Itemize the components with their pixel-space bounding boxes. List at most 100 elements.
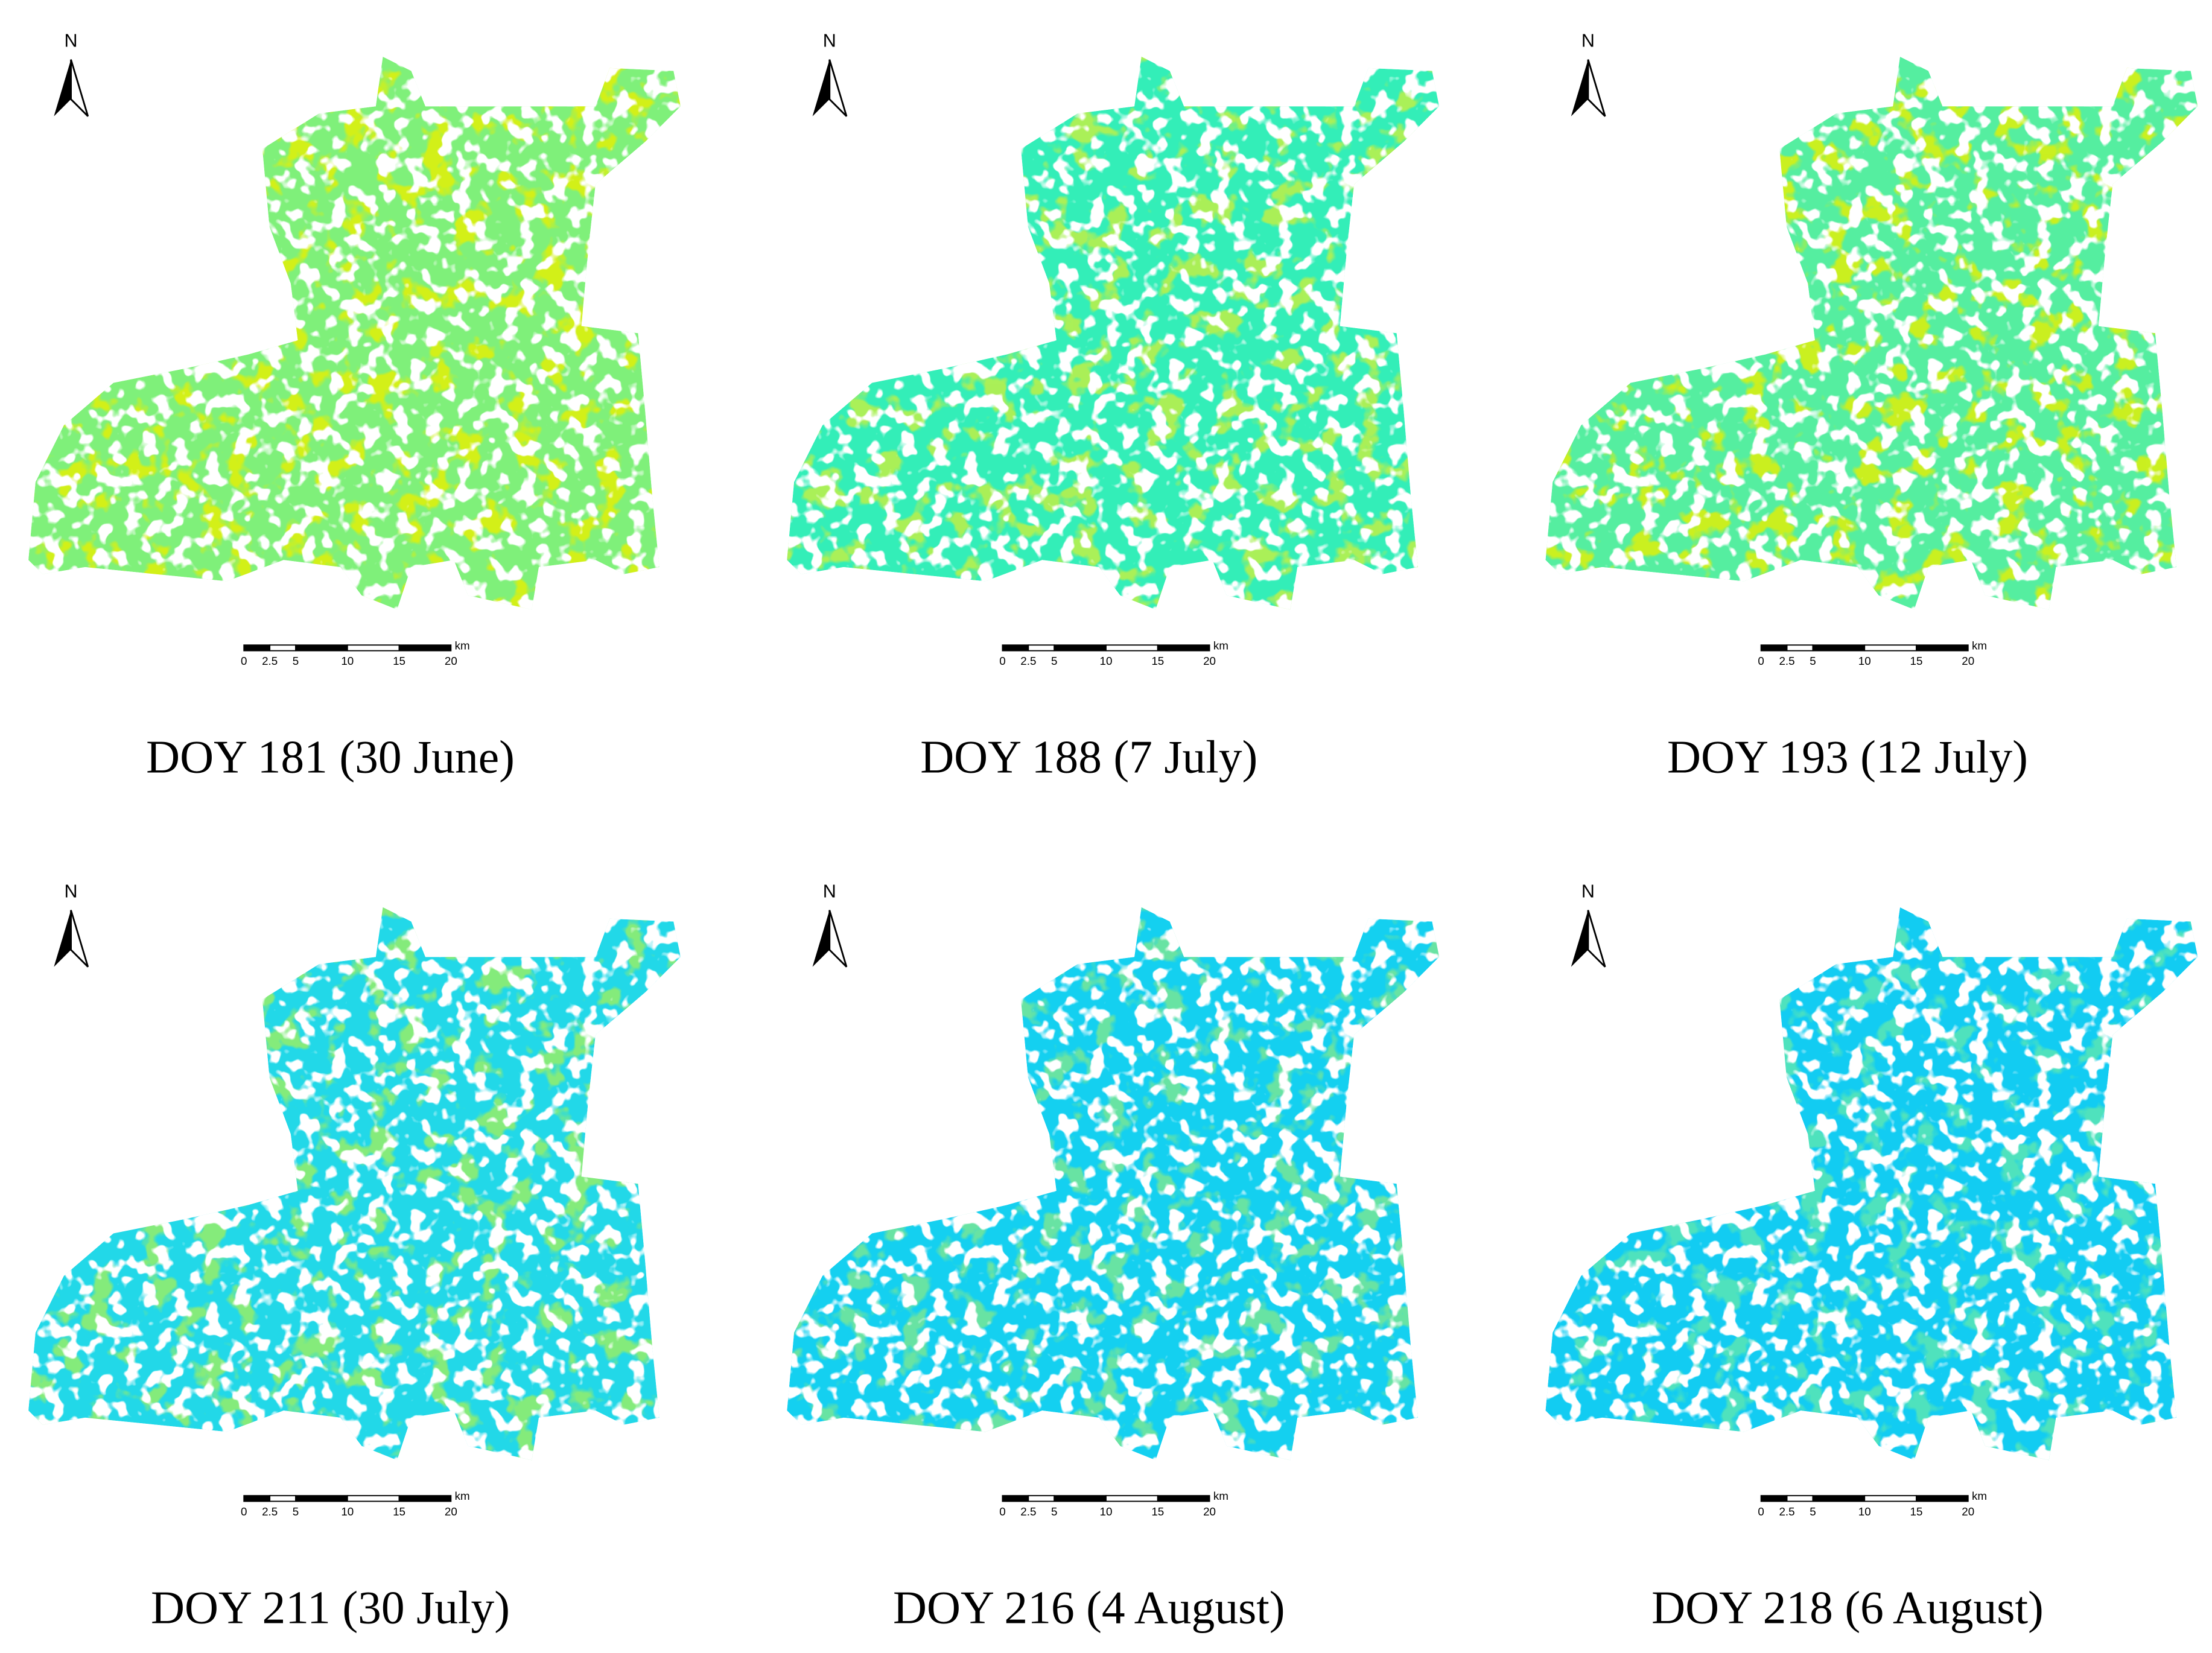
scale-segment xyxy=(1812,1495,1866,1502)
scale-label: 20 xyxy=(1203,655,1216,667)
scale-label: 0 xyxy=(241,655,247,667)
scale-unit: km xyxy=(455,639,470,652)
scale-segment xyxy=(1786,644,1814,652)
scale-unit: km xyxy=(1972,639,1987,652)
scale-label: 0 xyxy=(241,1505,247,1518)
scale-segment xyxy=(1028,1495,1055,1502)
scale-segment xyxy=(1105,644,1158,652)
north-label: N xyxy=(823,31,836,51)
scale-label: 10 xyxy=(341,1505,354,1518)
map-gaps xyxy=(1545,56,2198,610)
scale-segment xyxy=(1786,1495,1814,1502)
north-arrow xyxy=(812,910,830,967)
map xyxy=(28,56,681,610)
map xyxy=(1545,907,2198,1461)
scale-segment xyxy=(295,644,348,652)
scale-segment xyxy=(1002,644,1029,652)
scale-label: 2.5 xyxy=(1020,1505,1036,1518)
north-label: N xyxy=(65,881,78,901)
scale-label: 10 xyxy=(1100,1505,1113,1518)
scale-segment xyxy=(269,1495,296,1502)
scale-label: 15 xyxy=(1151,1505,1164,1518)
scale-segment xyxy=(346,1495,400,1502)
panel-label: DOY 218 (6 August) xyxy=(1651,1582,2044,1634)
map-panel: N 0 2.5 5 10 15 20 km DOY 211 (30 July) xyxy=(28,881,681,1634)
scale-label: 15 xyxy=(1910,1505,1923,1518)
scale-label: 10 xyxy=(1100,655,1113,667)
panel-label: DOY 216 (4 August) xyxy=(893,1582,1285,1634)
scale-label: 20 xyxy=(1962,655,1974,667)
scale-label: 0 xyxy=(1758,1505,1764,1518)
scale-label: 5 xyxy=(1810,655,1816,667)
panel-label: DOY 188 (7 July) xyxy=(920,731,1257,783)
north-label: N xyxy=(823,881,836,901)
scale-unit: km xyxy=(1213,1490,1228,1502)
scale-segment xyxy=(346,644,400,652)
map-gaps xyxy=(1545,907,2198,1461)
map xyxy=(787,907,1440,1461)
scale-unit: km xyxy=(1213,639,1228,652)
scale-label: 2.5 xyxy=(1020,655,1036,667)
scale-label: 15 xyxy=(393,1505,405,1518)
scale-label: 5 xyxy=(1051,655,1057,667)
scale-segment xyxy=(1028,644,1055,652)
scale-label: 10 xyxy=(1858,655,1871,667)
north-arrow xyxy=(828,910,848,968)
map-gaps xyxy=(28,56,681,610)
north-arrow xyxy=(54,910,71,967)
north-arrow xyxy=(1571,910,1588,967)
scale-segment xyxy=(1864,1495,1917,1502)
scale-segment xyxy=(243,1495,271,1502)
map xyxy=(1545,56,2198,610)
map-gaps xyxy=(787,907,1440,1461)
scale-label: 0 xyxy=(999,655,1005,667)
north-label: N xyxy=(65,31,78,51)
scale-label: 0 xyxy=(1758,655,1764,667)
map-panel: N 0 2.5 5 10 15 20 km DOY 188 (7 July) xyxy=(787,31,1440,783)
north-arrow xyxy=(1587,910,1606,968)
scale-segment xyxy=(1002,1495,1029,1502)
scale-segment xyxy=(1760,1495,1788,1502)
north-arrow xyxy=(828,59,848,117)
scale-segment xyxy=(1105,1495,1158,1502)
scale-segment xyxy=(1916,644,1969,652)
scale-segment xyxy=(1157,1495,1210,1502)
scale-label: 10 xyxy=(341,655,354,667)
scale-label: 5 xyxy=(293,655,299,667)
scale-label: 0 xyxy=(999,1505,1005,1518)
scale-label: 10 xyxy=(1858,1505,1871,1518)
north-arrow xyxy=(54,59,71,116)
scale-segment xyxy=(398,644,452,652)
scale-segment xyxy=(1916,1495,1969,1502)
scale-segment xyxy=(398,1495,452,1502)
map-panel: N 0 2.5 5 10 15 20 km DOY 193 (12 July) xyxy=(1545,31,2198,783)
north-arrow xyxy=(1587,59,1606,117)
scale-label: 20 xyxy=(1203,1505,1216,1518)
scale-label: 5 xyxy=(1810,1505,1816,1518)
scale-label: 15 xyxy=(1151,655,1164,667)
scale-label: 2.5 xyxy=(1779,1505,1794,1518)
scale-label: 5 xyxy=(293,1505,299,1518)
scale-label: 15 xyxy=(1910,655,1923,667)
scale-segment xyxy=(1760,644,1788,652)
scale-label: 20 xyxy=(445,655,457,667)
map-panel: N 0 2.5 5 10 15 20 km DOY 218 (6 August) xyxy=(1545,881,2198,1634)
scale-unit: km xyxy=(1972,1490,1987,1502)
north-label: N xyxy=(1581,881,1595,901)
scale-segment xyxy=(1157,644,1210,652)
scale-label: 20 xyxy=(445,1505,457,1518)
north-arrow xyxy=(70,59,89,117)
scale-label: 2.5 xyxy=(1779,655,1794,667)
scale-label: 2.5 xyxy=(262,655,278,667)
scale-segment xyxy=(1812,644,1866,652)
panel-label: DOY 211 (30 July) xyxy=(151,1582,510,1634)
scale-segment xyxy=(1864,644,1917,652)
map-gaps xyxy=(787,56,1440,610)
scale-segment xyxy=(1054,1495,1107,1502)
north-arrow xyxy=(70,910,89,968)
map-panel: N 0 2.5 5 10 15 20 km DOY 181 (30 June) xyxy=(28,31,681,783)
map-gaps xyxy=(28,907,681,1461)
north-arrow xyxy=(812,59,830,116)
north-label: N xyxy=(1581,31,1595,51)
